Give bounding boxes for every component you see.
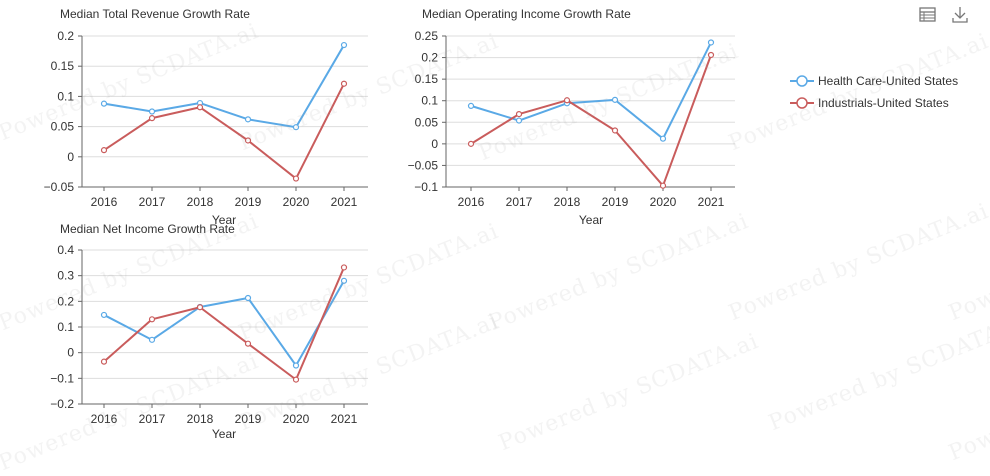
y-tick-label: 0.1 [421,94,438,108]
chart-3: Median Net Income Growth Rate −0.2 −0.1 0 0.… [50,222,368,441]
data-point-health-care [100,100,108,107]
data-point-health-care [611,96,619,103]
y-tick-label: 0.1 [57,320,74,334]
chart-title: Median Operating Income Growth Rate [422,7,631,21]
x-tick-label: 2020 [283,195,310,209]
data-point-health-care [707,39,715,46]
data-point-industrials [563,97,571,104]
y-tick-label: −0.1 [50,371,74,385]
data-point-health-care [340,277,348,284]
legend-marker-health-care [790,75,814,87]
y-tick-label: 0.4 [57,243,74,257]
legend-marker-industrials [790,97,814,109]
x-axis-label: Year [212,213,236,227]
data-point-health-care [340,41,348,49]
data-point-health-care [148,336,156,343]
data-point-industrials [467,140,475,147]
data-point-industrials [340,264,348,271]
y-tick-label: 0.3 [57,269,74,283]
data-point-health-care [467,102,475,109]
y-tick-label: 0.2 [57,29,74,43]
chart-toolbar [918,5,970,25]
series-line-industrials [103,267,345,381]
legend-label-health-care: Health Care-United States [818,74,959,88]
data-point-industrials [196,304,204,311]
x-tick-label: 2017 [139,195,166,209]
data-point-health-care [148,108,156,115]
series-line-industrials [103,83,345,180]
y-tick-label: −0.05 [408,158,439,172]
x-tick-label: 2016 [91,195,118,209]
data-point-industrials [148,316,156,323]
y-tick-label: 0 [67,150,74,164]
data-point-health-care [292,362,300,369]
y-tick-label: 0.05 [415,115,439,129]
chart-title: Median Net Income Growth Rate [60,222,235,236]
x-tick-label: 2019 [235,412,262,426]
x-tick-label: 2016 [91,412,118,426]
data-point-health-care [244,294,252,302]
y-tick-label: 0.05 [51,120,75,134]
y-tick-label: 0.25 [415,29,439,43]
x-tick-label: 2017 [506,195,533,209]
charts-canvas: Median Total Revenue Growth Rate −0.05 0 0.… [44,7,735,441]
data-point-industrials [707,51,715,59]
legend-item-industrials[interactable]: Industrials-United States [790,92,958,114]
y-tick-label: 0.1 [57,89,74,103]
download-icon[interactable] [950,5,970,25]
y-tick-label: 0.15 [51,59,75,73]
data-point-industrials [659,182,667,189]
y-tick-label: −0.1 [414,180,438,194]
y-tick-label: −0.2 [50,397,74,411]
x-axis-label: Year [212,427,236,441]
series-line-health-care [103,44,345,129]
table-view-icon[interactable] [918,5,938,25]
data-point-health-care [244,116,252,123]
series-line-health-care [103,280,345,367]
data-point-health-care [292,124,300,131]
data-point-industrials [292,175,300,182]
chart-dashboard: Median Total Revenue Growth Rate −0.05 0 0.… [0,5,990,476]
y-tick-label: 0 [431,137,438,151]
y-tick-label: 0.2 [57,294,74,308]
x-tick-label: 2020 [283,412,310,426]
data-point-industrials [515,110,523,118]
data-point-industrials [244,137,252,144]
x-axis-label: Year [579,213,603,227]
chart-2: Median Operating Income Growth Rate −0.1 −… [408,7,735,227]
data-point-health-care [659,135,667,142]
x-tick-label: 2019 [235,195,262,209]
y-tick-label: 0.15 [415,72,439,86]
data-point-health-care [515,117,523,124]
data-point-health-care [100,311,108,319]
data-point-industrials [100,147,108,154]
chart-title: Median Total Revenue Growth Rate [60,7,250,21]
legend: Health Care-United States Industrials-Un… [790,70,958,114]
x-tick-label: 2021 [331,195,358,209]
y-tick-label: 0 [67,346,74,360]
data-point-industrials [611,127,619,134]
data-point-industrials [148,115,156,122]
y-tick-label: 0.2 [421,51,438,65]
data-point-industrials [340,80,348,87]
chart-1: Median Total Revenue Growth Rate −0.05 0 0.… [44,7,368,227]
x-tick-label: 2017 [139,412,166,426]
legend-item-health-care[interactable]: Health Care-United States [790,70,958,92]
x-tick-label: 2016 [458,195,485,209]
x-tick-label: 2018 [554,195,581,209]
x-tick-label: 2019 [602,195,629,209]
series-line-industrials [470,54,712,187]
data-point-industrials [196,104,204,111]
y-tick-label: −0.05 [44,180,75,194]
legend-label-industrials: Industrials-United States [818,96,949,110]
data-point-industrials [292,376,300,383]
series-line-health-care [470,42,712,140]
x-tick-label: 2018 [187,195,214,209]
data-point-industrials [244,340,252,347]
x-tick-label: 2020 [650,195,677,209]
x-tick-label: 2021 [331,412,358,426]
x-tick-label: 2021 [698,195,725,209]
x-tick-label: 2018 [187,412,214,426]
data-point-industrials [100,358,108,365]
